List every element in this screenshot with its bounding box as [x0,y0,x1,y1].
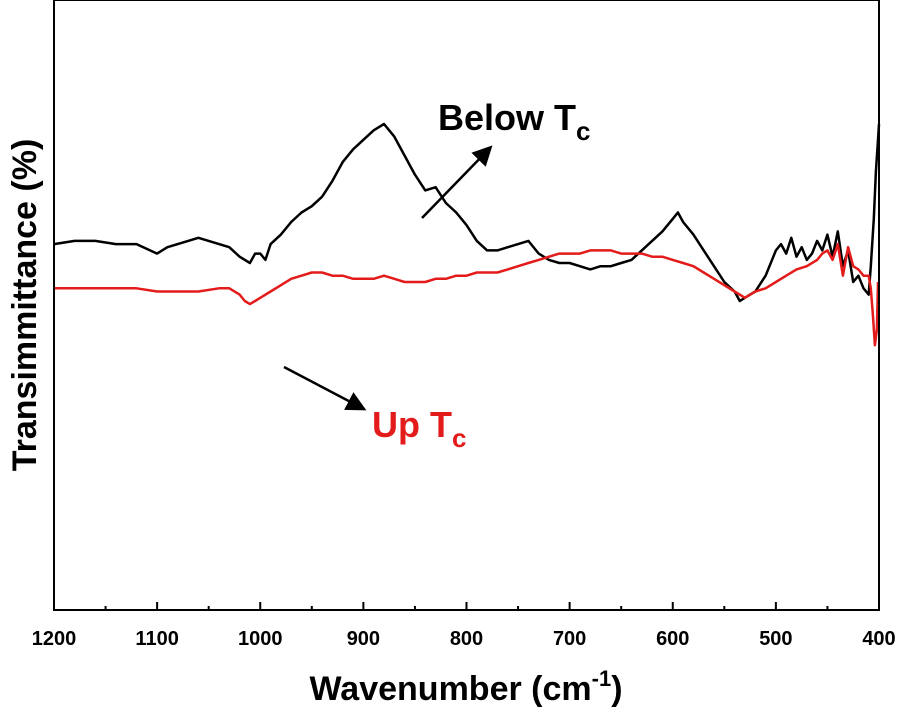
x-tick-label: 700 [553,628,586,650]
annotation-arrow-up-tc [283,365,367,411]
x-axis-title-close: ) [611,670,622,708]
plot-frame [53,0,880,611]
y-axis-title: Transimmittance (%) [6,139,44,472]
x-tick-label: 800 [450,628,483,650]
plot-area [53,122,881,347]
x-tick-label: 1200 [32,628,77,650]
x-ticks: 1200 1100 1000 900 800 700 600 500 400 [32,602,896,650]
x-tick-label: 400 [862,628,895,650]
annotation-up-tc: Up Tc [283,365,466,453]
annotation-arrow-below-tc [421,145,493,219]
x-tick-label: 600 [656,628,689,650]
x-tick-label: 1000 [238,628,283,650]
x-tick-label: 500 [759,628,792,650]
series-line-up-tc [54,242,880,347]
annotation-label-below-tc: Below Tc [438,97,590,146]
axes [53,0,880,611]
series-line-below-tc [53,122,881,303]
x-axis-title: Wavenumber (cm-1) [309,666,622,708]
x-axis-title-main: Wavenumber (cm [309,670,591,708]
x-tick-label: 900 [347,628,380,650]
annotation-below-tc: Below Tc [421,97,590,219]
annotation-label-up-tc: Up Tc [372,404,466,453]
x-axis-title-superscript: -1 [592,666,612,691]
x-tick-label: 1100 [135,628,178,650]
